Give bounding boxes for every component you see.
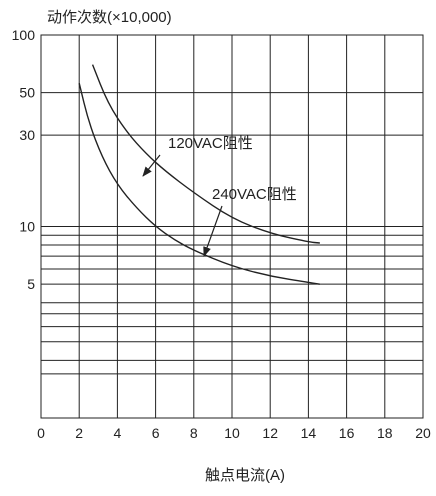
annotation-arrow-2 xyxy=(203,205,223,257)
x-axis-label: 触点电流(A) xyxy=(205,467,285,484)
annotation-label-2: 240VAC阻性 xyxy=(212,186,297,203)
y-tick-label: 5 xyxy=(27,276,35,292)
x-tick-labels: 0 2 4 6 8 10 12 14 16 18 20 xyxy=(37,425,431,441)
x-tick-label: 16 xyxy=(339,425,355,441)
x-tick-label: 12 xyxy=(262,425,278,441)
annotation-arrow-1 xyxy=(142,154,161,177)
y-tick-label: 50 xyxy=(19,85,35,101)
y-tick-labels: 100 50 30 10 5 xyxy=(12,27,36,292)
series-line-1 xyxy=(91,64,320,244)
grid xyxy=(40,34,424,419)
annotation-label-1: 120VAC阻性 xyxy=(168,135,253,152)
x-tick-label: 6 xyxy=(152,425,160,441)
y-axis-label: 动作次数(×10,000) xyxy=(47,9,172,26)
series-lines xyxy=(78,64,320,285)
y-tick-label: 100 xyxy=(12,27,36,43)
x-tick-label: 14 xyxy=(301,425,317,441)
x-tick-label: 8 xyxy=(190,425,198,441)
y-tick-label: 30 xyxy=(19,127,35,143)
x-tick-label: 4 xyxy=(114,425,122,441)
annotations: 120VAC阻性 240VAC阻性 xyxy=(142,135,297,257)
y-tick-label: 10 xyxy=(19,219,35,235)
x-tick-label: 18 xyxy=(377,425,393,441)
series-line-2 xyxy=(78,83,320,285)
x-tick-label: 10 xyxy=(224,425,240,441)
x-tick-label: 20 xyxy=(415,425,431,441)
x-tick-label: 2 xyxy=(75,425,83,441)
x-tick-label: 0 xyxy=(37,425,45,441)
